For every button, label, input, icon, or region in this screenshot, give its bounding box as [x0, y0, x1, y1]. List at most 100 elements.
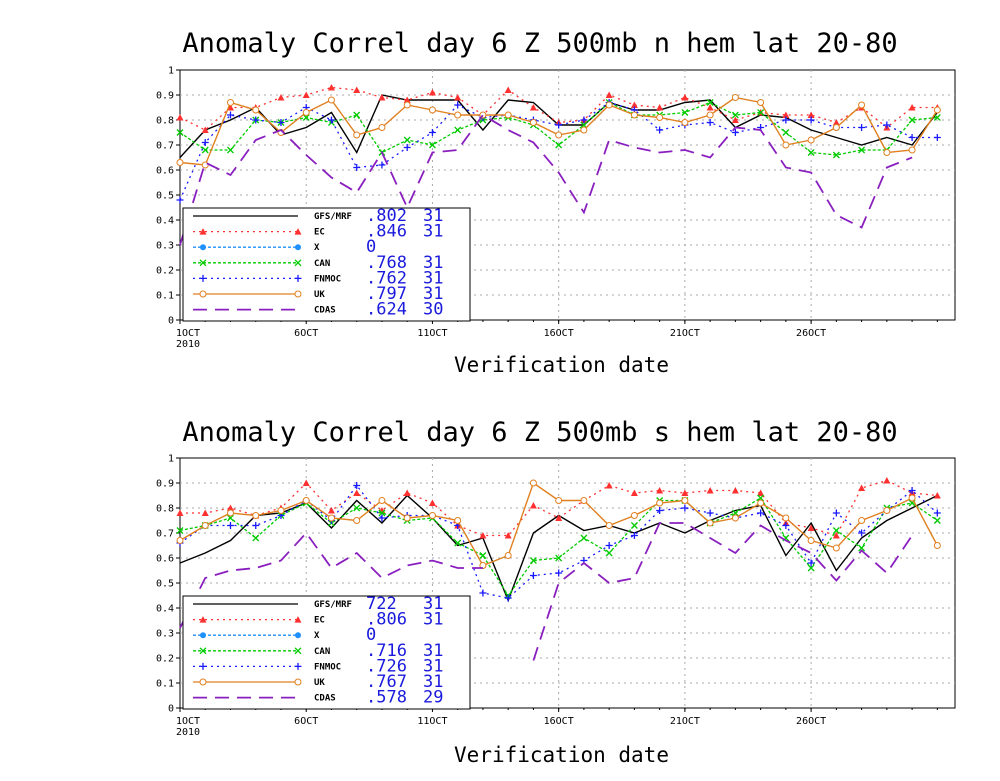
legend-marker: [199, 662, 207, 670]
x-tick-label: 21OCT: [670, 328, 700, 339]
data-point: [403, 514, 411, 522]
data-point: [706, 104, 714, 111]
data-point: [252, 116, 260, 124]
legend-series-name: GFS/MRF: [314, 600, 352, 610]
legend-series-mean: .768: [366, 253, 407, 273]
data-point: [832, 151, 840, 159]
data-point: [327, 507, 335, 514]
data-point: [807, 111, 815, 118]
chart-panel-north: Anomaly Correl day 6 Z 500mb n hem lat 2…: [156, 28, 956, 377]
legend-series-mean: .806: [366, 610, 407, 630]
data-point: [529, 502, 537, 509]
series-line: [179, 531, 483, 629]
data-point: [428, 499, 436, 506]
series-fnmoc: [176, 99, 941, 204]
legend-series-mean: .762: [366, 268, 407, 288]
data-point: [378, 514, 386, 522]
x-tick-label: 11OCT: [417, 716, 447, 727]
data-point: [353, 504, 361, 512]
series-line: [179, 101, 938, 156]
data-point: [908, 134, 916, 141]
data-point: [782, 116, 790, 124]
data-point: [504, 552, 512, 559]
y-tick-label: 0.1: [156, 679, 174, 690]
legend-marker: [199, 228, 207, 235]
data-point: [403, 489, 411, 496]
legend-marker: [294, 274, 302, 282]
legend-marker: [200, 632, 206, 639]
data-point: [757, 499, 765, 507]
legend-series-name: EC: [314, 616, 325, 626]
x-tick-label: 21OCT: [670, 716, 700, 727]
data-point: [176, 114, 184, 121]
legend-series-count: 29: [423, 688, 443, 708]
data-point: [731, 487, 739, 494]
legend-marker: [294, 228, 302, 235]
legend-marker: [295, 244, 301, 251]
data-point: [353, 482, 361, 489]
legend-series-count: 30: [423, 300, 443, 320]
series-line: [179, 113, 913, 246]
data-point: [176, 129, 184, 136]
data-point: [807, 116, 815, 124]
legend-marker: [199, 678, 207, 686]
legend-marker: [199, 259, 207, 267]
chart-panel-south: Anomaly Correl day 6 Z 500mb s hem lat 2…: [156, 417, 956, 767]
x-tick-label: 6OCT: [294, 328, 318, 339]
legend-series-count: 31: [423, 222, 443, 242]
legend-series-name: UK: [314, 290, 325, 300]
y-tick-label: 1: [168, 454, 174, 465]
legend-series-name: X: [314, 243, 320, 253]
data-point: [706, 99, 714, 106]
data-point: [428, 512, 436, 519]
data-point: [706, 111, 714, 119]
legend-series-mean: .716: [366, 641, 407, 661]
y-tick-label: 0: [168, 704, 174, 715]
data-point: [353, 164, 361, 171]
data-point: [403, 101, 411, 109]
series-uk: [176, 479, 941, 569]
data-point: [378, 497, 386, 504]
data-point: [403, 144, 411, 151]
legend-series-name: X: [314, 631, 320, 641]
data-point: [908, 116, 916, 124]
data-point: [630, 522, 638, 529]
data-point: [656, 507, 664, 514]
data-point: [176, 159, 184, 166]
data-point: [201, 126, 209, 133]
y-tick-label: 0.8: [156, 504, 174, 515]
legend: GFS/MRF .802 31 EC .846 31 X 0 CAN .768 31 FNMOC .76…: [182, 206, 471, 322]
data-point: [731, 509, 739, 517]
y-tick-label: 0.4: [156, 604, 174, 615]
series-cdas: [179, 522, 913, 661]
legend-marker: [294, 647, 302, 655]
data-point: [757, 99, 765, 106]
data-point: [580, 534, 588, 542]
legend-series-name: CDAS: [314, 694, 336, 704]
data-point: [782, 522, 790, 529]
data-point: [353, 86, 361, 93]
data-point: [555, 121, 563, 129]
data-point: [656, 487, 664, 494]
data-point: [807, 524, 815, 531]
y-tick-label: 0.6: [156, 554, 174, 565]
x-tick-label: 26OCT: [796, 328, 826, 339]
data-point: [580, 126, 588, 134]
y-tick-label: 0.3: [156, 241, 174, 252]
legend-marker: [294, 259, 302, 267]
y-tick-label: 1: [168, 66, 174, 77]
data-point: [201, 146, 209, 154]
series-cdas: [179, 113, 913, 246]
data-point: [176, 527, 184, 534]
x-tick-label: 16OCT: [544, 328, 574, 339]
data-point: [706, 119, 714, 126]
data-point: [504, 86, 512, 93]
legend-series-mean: .797: [366, 284, 407, 304]
data-point: [226, 104, 234, 111]
data-point: [807, 559, 815, 567]
data-point: [403, 96, 411, 103]
y-tick-label: 0.8: [156, 116, 174, 127]
data-point: [555, 141, 563, 149]
x-axis-label: Verification date: [454, 743, 669, 767]
